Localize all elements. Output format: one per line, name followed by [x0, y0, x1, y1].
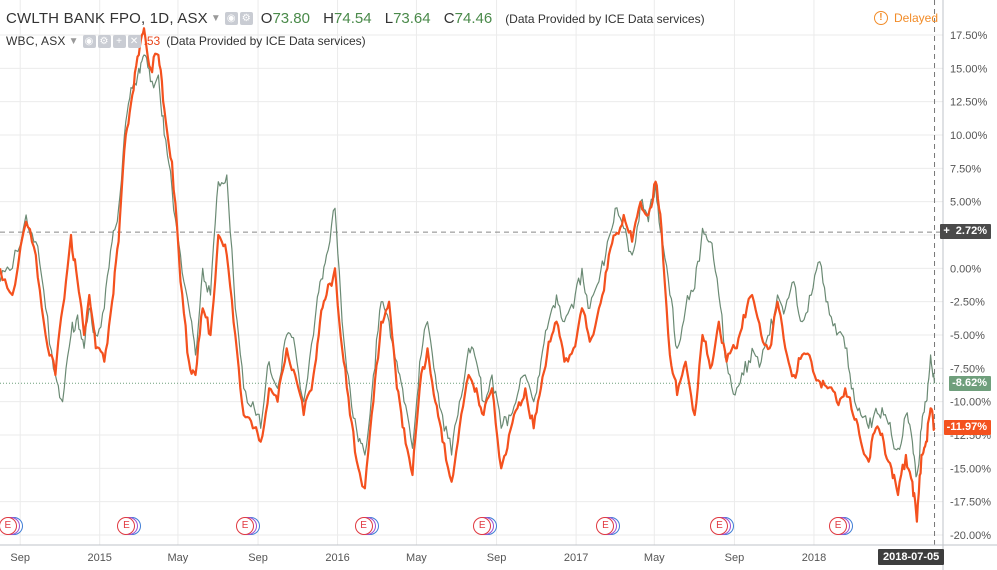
y-tick-label: 15.00% [950, 63, 988, 75]
earnings-marker-label: E [596, 517, 615, 535]
compare-value: .53 [143, 34, 161, 48]
close-label: C [443, 10, 455, 27]
earnings-marker-label: E [117, 517, 136, 535]
earnings-marker-label: E [829, 517, 848, 535]
y-tick-label: 5.00% [950, 197, 981, 209]
delayed-indicator[interactable]: ! Delayed [873, 11, 938, 25]
y-tick-label: -10.00% [950, 397, 991, 409]
compare-symbol-legend: WBC, ASX ▼ ◉ ⚙ + ✕ .53 (Data Provided by… [6, 34, 366, 48]
earnings-marker-label: E [473, 517, 492, 535]
x-tick-label: Sep [725, 552, 745, 564]
earnings-marker[interactable]: E [596, 517, 621, 535]
crosshair-date-badge: 2018-07-05 [878, 549, 945, 565]
eye-icon[interactable]: ◉ [224, 12, 238, 25]
y-tick-label: 0.00% [950, 263, 981, 275]
earnings-marker[interactable]: E [236, 517, 261, 535]
wbc-series-line [0, 54, 936, 478]
close-icon[interactable]: ✕ [127, 34, 141, 48]
crosshair-value: 2.72% [955, 225, 987, 237]
y-tick-label: -20.00% [950, 530, 991, 542]
data-source-note: (Data Provided by ICE Data services) [505, 11, 705, 26]
compare-data-source-note: (Data Provided by ICE Data services) [166, 34, 366, 48]
ohlc-values: O73.80 H74.54 L73.64 C74.46 [261, 10, 501, 27]
low-label: L [384, 10, 394, 27]
y-tick-label: -2.50% [950, 297, 985, 309]
earnings-marker-label: E [354, 517, 373, 535]
x-tick-label: May [644, 552, 665, 564]
high-label: H [323, 10, 335, 27]
y-tick-label: -17.50% [950, 497, 991, 509]
x-tick-label: 2017 [564, 552, 588, 564]
plus-icon[interactable]: + [112, 34, 126, 48]
alert-icon: ! [873, 11, 888, 25]
main-symbol-legend: CWLTH BANK FPO, 1D, ASX ▼ ◉ ⚙ O73.80 H74… [6, 10, 705, 27]
plus-icon[interactable]: + [943, 225, 950, 237]
x-tick-label: May [406, 552, 427, 564]
y-tick-label: -7.50% [950, 363, 985, 375]
earnings-marker[interactable]: E [117, 517, 142, 535]
close-value: 74.46 [454, 10, 493, 27]
eye-icon[interactable]: ◉ [82, 34, 96, 48]
reference-lines [0, 0, 943, 545]
earnings-marker[interactable]: E [354, 517, 379, 535]
x-tick-label: Sep [10, 552, 30, 564]
y-tick-label: -5.00% [950, 330, 985, 342]
y-tick-label: 10.00% [950, 130, 988, 142]
y-tick-label: 12.50% [950, 97, 988, 109]
open-value: 73.80 [272, 10, 310, 27]
y-tick-label: 7.50% [950, 163, 981, 175]
crosshair-price-badge: +2.72% [940, 224, 991, 239]
x-tick-label: 2016 [325, 552, 349, 564]
y-tick-label: -15.00% [950, 463, 991, 475]
x-tick-label: Sep [487, 552, 507, 564]
earnings-marker[interactable]: E [829, 517, 854, 535]
cba-series-line [0, 27, 936, 523]
y-tick-label: 17.50% [950, 30, 988, 42]
grid-lines [0, 0, 943, 545]
wbc-last-value-badge: -8.62% [949, 376, 991, 391]
delayed-label: Delayed [893, 11, 938, 25]
gear-icon[interactable]: ⚙ [97, 34, 111, 48]
earnings-marker-label: E [236, 517, 255, 535]
earnings-marker[interactable]: E [710, 517, 735, 535]
gear-icon[interactable]: ⚙ [239, 12, 253, 25]
x-tick-label: 2018 [802, 552, 826, 564]
x-tick-label: 2015 [87, 552, 111, 564]
high-value: 74.54 [334, 10, 372, 27]
x-tick-label: May [168, 552, 189, 564]
chevron-down-icon[interactable]: ▼ [68, 35, 79, 47]
series-lines [0, 27, 936, 523]
x-tick-label: Sep [248, 552, 268, 564]
cba-last-value-badge: -11.97% [943, 420, 991, 435]
chevron-down-icon[interactable]: ▼ [210, 13, 221, 24]
earnings-marker[interactable]: E [0, 517, 23, 535]
main-symbol-title[interactable]: CWLTH BANK FPO, 1D, ASX [6, 10, 208, 27]
low-value: 73.64 [393, 10, 431, 27]
open-label: O [260, 10, 273, 27]
earnings-marker-label: E [710, 517, 729, 535]
earnings-marker[interactable]: E [473, 517, 498, 535]
compare-symbol-title[interactable]: WBC, ASX [6, 34, 66, 48]
earnings-marker-label: E [0, 517, 17, 535]
